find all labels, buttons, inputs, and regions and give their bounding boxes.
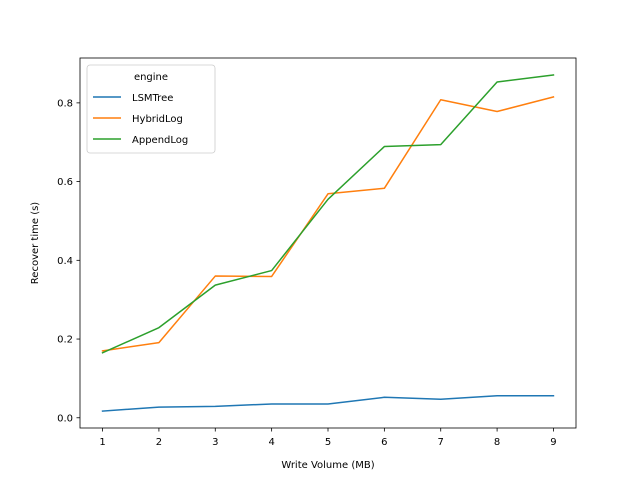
y-tick-label: 0.8 [57,98,73,109]
legend-label-appendlog: AppendLog [132,135,188,146]
y-tick-label: 0.6 [57,177,73,188]
x-tick-label: 9 [550,437,556,448]
x-tick-label: 5 [325,437,331,448]
legend-label-lsmtree: LSMTree [132,93,173,104]
x-tick-label: 3 [212,437,218,448]
x-axis: 1 2 3 4 5 6 7 8 9 [99,428,557,448]
legend-label-hybridlog: HybridLog [132,114,183,125]
legend-entries: LSMTree HybridLog AppendLog [93,93,188,146]
x-tick-label: 4 [268,437,274,448]
series-layer [101,74,555,412]
series-line-appendlog [101,74,555,354]
legend: engine LSMTree HybridLog AppendLog [86,64,216,154]
x-tick-label: 7 [438,437,444,448]
legend-box [86,64,216,154]
x-axis-label: Write Volume (MB) [281,460,374,471]
y-tick-label: 0.4 [57,256,73,267]
series-line-lsmtree [101,394,555,412]
series-line-hybridlog [101,96,555,352]
y-axis: 0.0 0.2 0.4 0.6 0.8 [57,98,80,424]
y-axis-label: Recover time (s) [30,202,41,285]
x-tick-label: 8 [494,437,500,448]
y-tick-label: 0.0 [57,413,73,424]
legend-title: engine [134,72,168,83]
x-tick-label: 6 [381,437,387,448]
y-tick-label: 0.2 [57,335,73,346]
x-tick-label: 1 [99,437,105,448]
x-tick-label: 2 [156,437,162,448]
